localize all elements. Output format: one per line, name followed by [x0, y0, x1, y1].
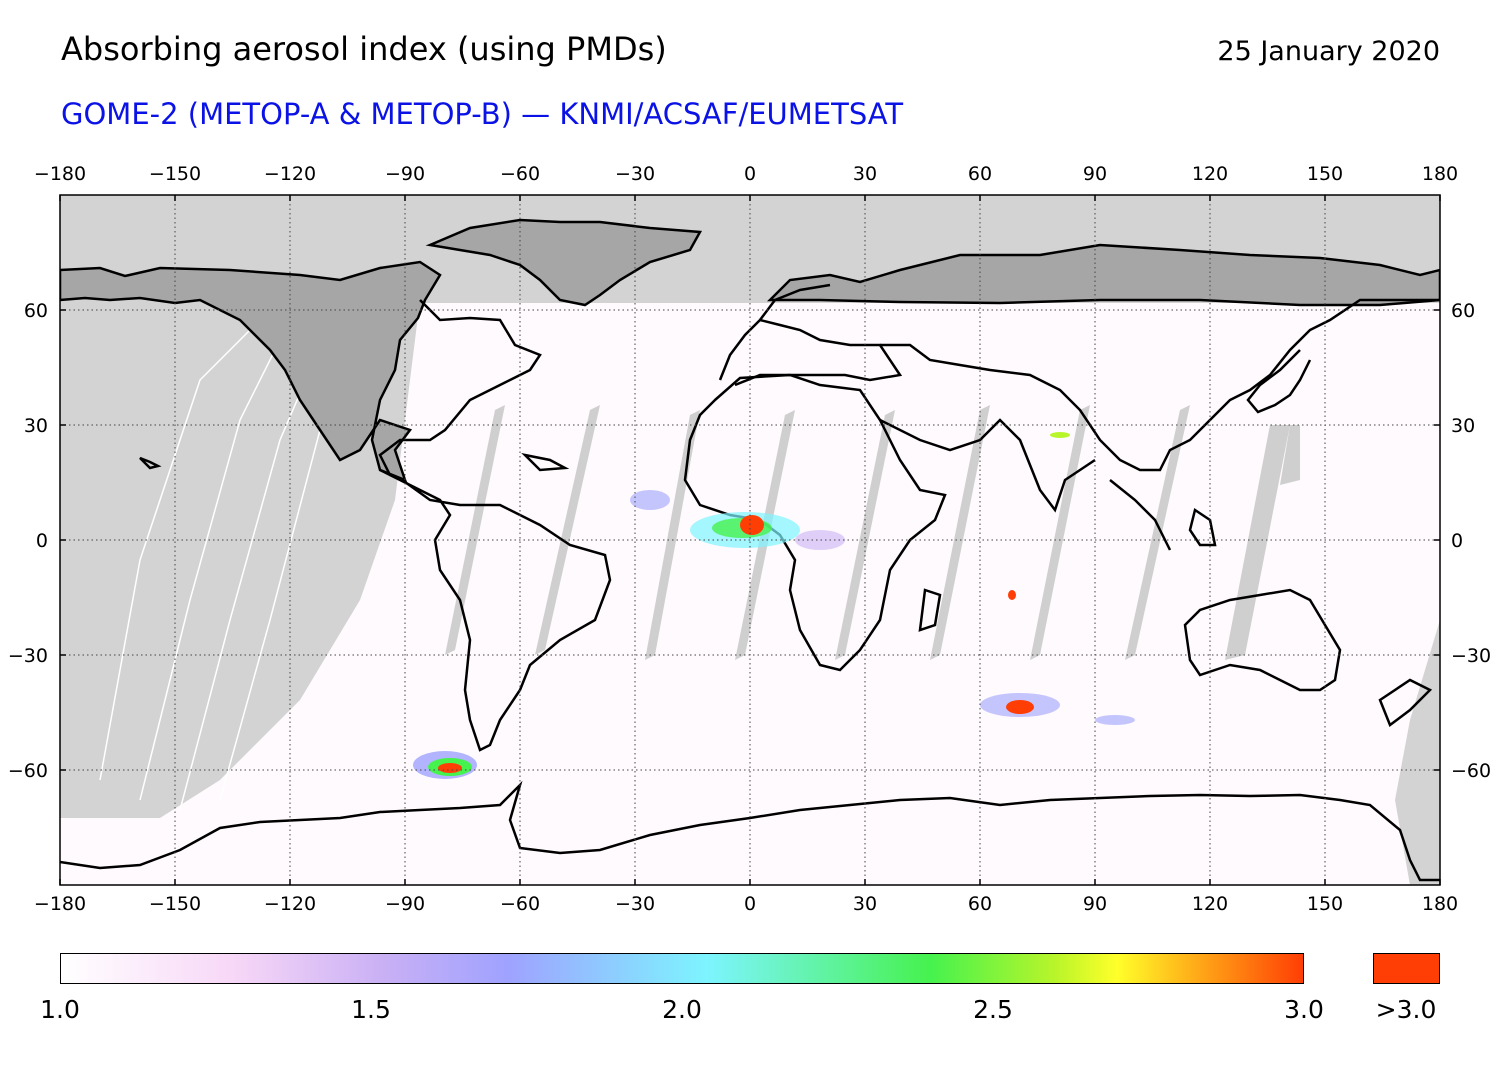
- lon-tick-top: −120: [263, 163, 317, 185]
- lon-tick-top: 30: [852, 163, 878, 185]
- lon-tick-top: −180: [33, 163, 87, 185]
- colorbar: [60, 953, 1304, 984]
- lon-tick-top: 180: [1421, 163, 1459, 185]
- lon-tick-bottom: 150: [1306, 893, 1344, 915]
- lat-tick-right: 30: [1451, 415, 1476, 437]
- map-title: Absorbing aerosol index (using PMDs): [61, 30, 667, 68]
- colorbar-label: 3.0: [1284, 995, 1324, 1024]
- lat-tick-right: 0: [1451, 530, 1464, 552]
- lon-tick-bottom: 30: [852, 893, 878, 915]
- lat-tick-right: 60: [1451, 300, 1476, 322]
- colorbar-over-label: >3.0: [1375, 995, 1437, 1024]
- lat-tick-right: −30: [1451, 645, 1492, 667]
- colorbar-label: 2.5: [973, 995, 1013, 1024]
- lon-tick-top: −60: [499, 163, 541, 185]
- swath-gap: [99, 329, 251, 781]
- colorbar-label: 1.5: [351, 995, 391, 1024]
- map-subtitle: GOME-2 (METOP-A & METOP-B) — KNMI/ACSAF/…: [61, 97, 904, 131]
- map-date: 25 January 2020: [1217, 36, 1440, 67]
- colorbar-over-swatch: [1373, 953, 1440, 984]
- lon-tick-top: 120: [1191, 163, 1229, 185]
- lat-tick-left: 60: [23, 300, 48, 322]
- colorbar-label: 2.0: [662, 995, 702, 1024]
- lat-tick-left: 30: [23, 415, 48, 437]
- lon-tick-top: −90: [384, 163, 426, 185]
- coastlines: [60, 283, 1440, 882]
- southeast-no-data: [1395, 620, 1440, 885]
- lon-tick-bottom: −60: [499, 893, 541, 915]
- lon-tick-top: 0: [743, 163, 757, 185]
- lon-tick-bottom: −120: [263, 893, 317, 915]
- swath-gap: [139, 299, 301, 801]
- lon-tick-top: −30: [614, 163, 656, 185]
- lat-tick-left: 0: [35, 530, 48, 552]
- colorbar-label: 1.0: [40, 995, 80, 1024]
- lat-tick-left: −30: [7, 645, 48, 667]
- lon-tick-bottom: 120: [1191, 893, 1229, 915]
- axis-tick-marks: [59, 195, 1441, 885]
- lon-tick-bottom: 180: [1421, 893, 1459, 915]
- lon-tick-bottom: −180: [33, 893, 87, 915]
- graticule: [60, 195, 1440, 885]
- lon-tick-bottom: −30: [614, 893, 656, 915]
- orbit-gap-stripes: [445, 405, 1300, 660]
- lon-tick-top: 90: [1082, 163, 1108, 185]
- lon-tick-bottom: 60: [967, 893, 993, 915]
- lon-tick-top: 150: [1306, 163, 1344, 185]
- lon-tick-bottom: 0: [743, 893, 757, 915]
- lon-tick-bottom: −150: [148, 893, 202, 915]
- lon-tick-bottom: −90: [384, 893, 426, 915]
- aerosol-plumes: [413, 432, 1135, 779]
- lon-tick-top: 60: [967, 163, 993, 185]
- lat-tick-left: −60: [7, 760, 48, 782]
- lat-tick-right: −60: [1451, 760, 1492, 782]
- lon-tick-bottom: 90: [1082, 893, 1108, 915]
- lon-tick-top: −150: [148, 163, 202, 185]
